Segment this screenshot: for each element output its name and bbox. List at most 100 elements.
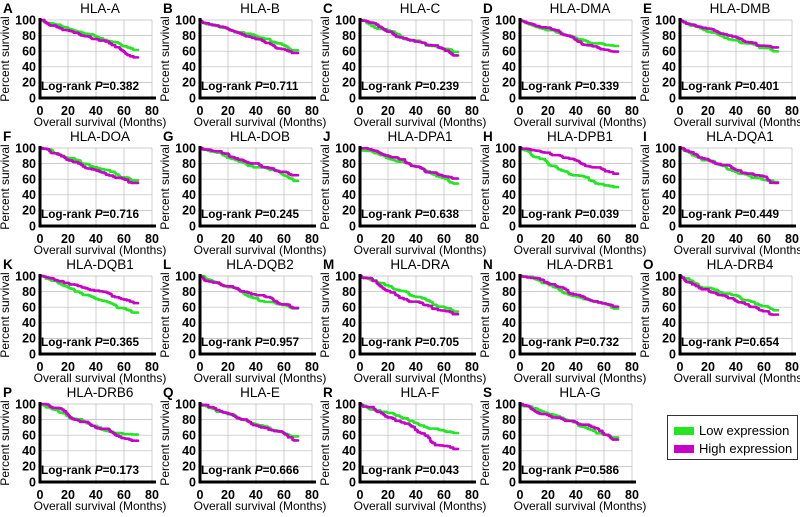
svg-text:Percent survival: Percent survival <box>638 16 652 101</box>
svg-text:I: I <box>643 129 647 144</box>
svg-text:40: 40 <box>182 316 196 330</box>
svg-text:Overall survival (Months): Overall survival (Months) <box>674 115 800 129</box>
svg-text:0: 0 <box>669 219 676 233</box>
svg-text:20: 20 <box>182 204 196 218</box>
svg-text:80: 80 <box>342 285 356 299</box>
svg-text:O: O <box>643 257 654 272</box>
svg-text:Log-rank P=0.638: Log-rank P=0.638 <box>361 207 459 221</box>
svg-text:HLA-DRB4: HLA-DRB4 <box>707 257 774 272</box>
svg-text:100: 100 <box>495 141 516 155</box>
svg-text:HLA-DQA1: HLA-DQA1 <box>706 129 774 144</box>
svg-text:20: 20 <box>662 332 676 346</box>
svg-text:Overall survival (Months): Overall survival (Months) <box>514 115 647 129</box>
svg-text:Percent survival: Percent survival <box>158 144 172 229</box>
svg-text:Percent survival: Percent survival <box>158 400 172 485</box>
svg-text:Log-rank P=0.957: Log-rank P=0.957 <box>201 335 299 349</box>
svg-text:Percent survival: Percent survival <box>638 272 652 357</box>
svg-text:80: 80 <box>22 29 36 43</box>
svg-text:0: 0 <box>189 91 196 105</box>
svg-text:HLA-DOA: HLA-DOA <box>70 129 130 144</box>
svg-text:0: 0 <box>509 91 516 105</box>
svg-text:Log-rank P=0.711: Log-rank P=0.711 <box>201 79 299 93</box>
svg-text:60: 60 <box>502 301 516 315</box>
svg-text:Overall survival (Months): Overall survival (Months) <box>674 243 800 257</box>
svg-text:Log-rank P=0.382: Log-rank P=0.382 <box>41 79 139 93</box>
svg-text:100: 100 <box>15 397 36 411</box>
svg-text:HLA-DMB: HLA-DMB <box>710 1 771 16</box>
svg-text:80: 80 <box>662 285 676 299</box>
svg-text:40: 40 <box>662 188 676 202</box>
svg-text:40: 40 <box>342 188 356 202</box>
svg-text:20: 20 <box>22 204 36 218</box>
svg-text:100: 100 <box>495 397 516 411</box>
svg-text:Log-rank P=0.043: Log-rank P=0.043 <box>361 463 459 477</box>
svg-text:80: 80 <box>342 157 356 171</box>
svg-text:0: 0 <box>509 219 516 233</box>
svg-text:C: C <box>323 1 333 16</box>
svg-text:Percent survival: Percent survival <box>478 16 492 101</box>
svg-text:40: 40 <box>342 316 356 330</box>
svg-text:Log-rank P=0.339: Log-rank P=0.339 <box>521 79 619 93</box>
svg-text:Percent survival: Percent survival <box>0 400 12 485</box>
svg-text:20: 20 <box>342 76 356 90</box>
svg-text:H: H <box>483 129 493 144</box>
svg-text:S: S <box>483 385 492 400</box>
svg-text:60: 60 <box>662 301 676 315</box>
svg-text:Log-rank P=0.401: Log-rank P=0.401 <box>681 79 779 93</box>
svg-text:40: 40 <box>182 60 196 74</box>
svg-text:Percent survival: Percent survival <box>318 272 332 357</box>
svg-text:60: 60 <box>662 173 676 187</box>
svg-text:Log-rank P=0.654: Log-rank P=0.654 <box>681 335 779 349</box>
svg-text:HLA-DQB1: HLA-DQB1 <box>66 257 134 272</box>
svg-text:0: 0 <box>189 219 196 233</box>
svg-text:80: 80 <box>22 413 36 427</box>
svg-text:0: 0 <box>509 475 516 489</box>
svg-text:40: 40 <box>22 444 36 458</box>
svg-text:HLA-E: HLA-E <box>240 385 280 400</box>
svg-text:40: 40 <box>662 60 676 74</box>
svg-text:100: 100 <box>175 141 196 155</box>
svg-text:80: 80 <box>182 157 196 171</box>
svg-text:Log-rank P=0.705: Log-rank P=0.705 <box>361 335 459 349</box>
svg-text:40: 40 <box>502 444 516 458</box>
svg-text:60: 60 <box>502 173 516 187</box>
svg-text:60: 60 <box>22 429 36 443</box>
svg-text:40: 40 <box>502 188 516 202</box>
svg-text:60: 60 <box>502 429 516 443</box>
svg-text:Log-rank P=0.716: Log-rank P=0.716 <box>41 207 139 221</box>
svg-text:G: G <box>163 129 174 144</box>
svg-text:100: 100 <box>495 13 516 27</box>
svg-text:Overall survival (Months): Overall survival (Months) <box>354 115 487 129</box>
svg-text:40: 40 <box>502 316 516 330</box>
svg-text:Percent survival: Percent survival <box>638 144 652 229</box>
svg-text:D: D <box>483 1 493 16</box>
svg-text:Log-rank P=0.039: Log-rank P=0.039 <box>521 207 619 221</box>
svg-text:HLA-DPA1: HLA-DPA1 <box>387 129 452 144</box>
svg-text:Overall survival (Months): Overall survival (Months) <box>354 243 487 257</box>
svg-text:0: 0 <box>669 347 676 361</box>
svg-text:100: 100 <box>175 13 196 27</box>
svg-text:Percent survival: Percent survival <box>318 16 332 101</box>
svg-text:Overall survival (Months): Overall survival (Months) <box>514 243 647 257</box>
svg-text:20: 20 <box>502 460 516 474</box>
svg-text:40: 40 <box>182 444 196 458</box>
svg-text:M: M <box>323 257 334 272</box>
svg-text:0: 0 <box>349 219 356 233</box>
svg-text:60: 60 <box>182 301 196 315</box>
svg-text:100: 100 <box>335 141 356 155</box>
svg-text:80: 80 <box>502 157 516 171</box>
svg-text:HLA-C: HLA-C <box>400 1 441 16</box>
svg-text:Overall survival (Months): Overall survival (Months) <box>354 371 487 385</box>
svg-text:60: 60 <box>182 173 196 187</box>
svg-text:Log-rank P=0.732: Log-rank P=0.732 <box>521 335 619 349</box>
svg-text:R: R <box>323 385 333 400</box>
svg-text:40: 40 <box>182 188 196 202</box>
svg-text:100: 100 <box>15 141 36 155</box>
svg-text:Overall survival (Months): Overall survival (Months) <box>674 371 800 385</box>
svg-text:80: 80 <box>22 285 36 299</box>
svg-text:E: E <box>643 1 652 16</box>
svg-text:A: A <box>3 1 13 16</box>
svg-text:0: 0 <box>669 91 676 105</box>
svg-text:Log-rank P=0.449: Log-rank P=0.449 <box>681 207 779 221</box>
svg-text:0: 0 <box>349 475 356 489</box>
